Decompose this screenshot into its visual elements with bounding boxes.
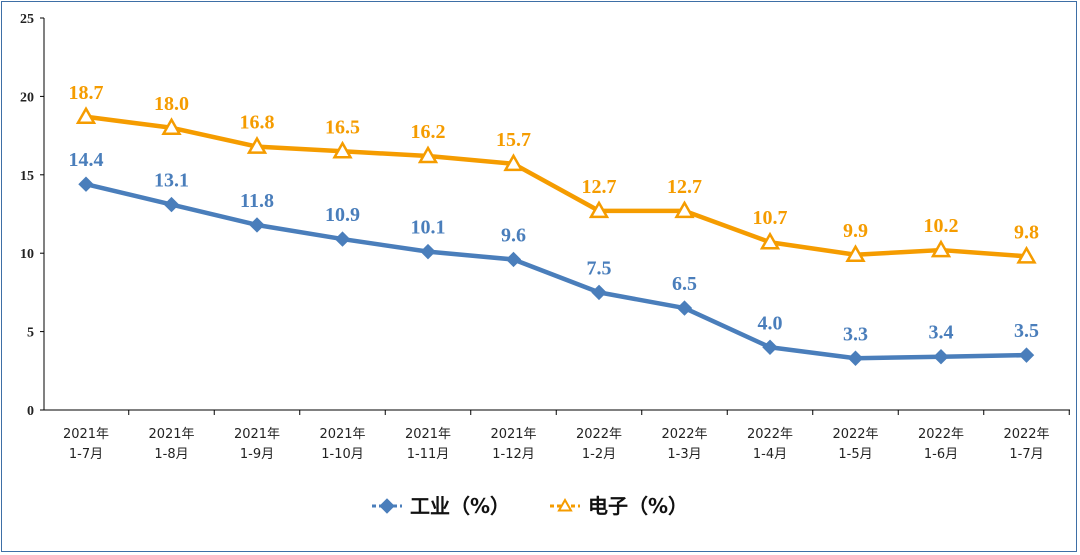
data-label: 10.2 <box>924 215 959 237</box>
x-tick-label: 2021年 1-12月 <box>490 427 536 462</box>
data-label: 12.7 <box>582 176 617 198</box>
data-point <box>847 350 864 366</box>
data-point <box>1018 347 1035 363</box>
data-point <box>249 217 265 233</box>
data-label: 9.6 <box>501 224 526 246</box>
data-point <box>163 196 180 213</box>
data-label: 9.9 <box>843 220 868 242</box>
y-tick-label: 0 <box>27 404 34 419</box>
data-point <box>417 145 439 164</box>
data-point <box>246 136 268 154</box>
legend: 工业（%） 电子（%） <box>372 494 688 518</box>
data-label: 16.2 <box>411 121 446 143</box>
x-tick-label: 2021年 1-11月 <box>405 427 451 462</box>
series-line <box>85 182 1027 361</box>
data-point <box>75 106 97 125</box>
data-label: 13.1 <box>154 170 189 192</box>
y-tick-label: 5 <box>27 326 34 341</box>
data-label: 6.5 <box>672 273 697 295</box>
data-label: 16.8 <box>240 112 275 134</box>
data-label: 4.0 <box>758 312 783 334</box>
series-industry: 14.4 13.1 11.8 10.9 10.1 9.6 7.5 6.5 4.0 3.3 3.4 3.… <box>69 149 1039 366</box>
data-label: 3.4 <box>929 322 954 344</box>
data-label: 10.1 <box>411 217 446 239</box>
data-point <box>933 348 949 365</box>
data-point <box>762 339 778 355</box>
data-label: 12.7 <box>667 176 702 198</box>
plot-area: 14.4 13.1 11.8 10.9 10.1 9.6 7.5 6.5 4.0 3.3 3.4 3.… <box>69 82 1039 366</box>
data-point <box>505 251 522 268</box>
data-point <box>759 231 781 250</box>
data-label: 14.4 <box>69 149 104 171</box>
data-label: 16.5 <box>325 116 360 138</box>
data-point <box>420 243 436 260</box>
data-label: 3.5 <box>1014 320 1039 342</box>
y-tick-label: 10 <box>20 247 34 262</box>
x-tick-label: 2022年 1-7月 <box>1003 427 1049 462</box>
x-tick-label: 2022年 1-2月 <box>576 427 622 462</box>
x-tick-label: 2021年 1-7月 <box>63 427 109 462</box>
data-point <box>674 200 695 219</box>
data-label: 7.5 <box>587 257 612 279</box>
data-label: 15.7 <box>496 129 531 151</box>
y-tick-label: 25 <box>20 12 34 27</box>
data-label: 18.7 <box>69 82 104 104</box>
data-label: 9.8 <box>1014 221 1039 243</box>
data-point <box>591 284 607 301</box>
legend-item: 电子（%） <box>550 494 688 518</box>
x-tick-label: 2021年 1-8月 <box>148 427 194 462</box>
y-tick-label: 20 <box>20 90 34 105</box>
legend-label: 工业（%） <box>410 494 510 518</box>
data-point <box>334 231 351 247</box>
data-label: 18.0 <box>154 93 189 115</box>
x-tick-label: 2022年 1-4月 <box>747 427 793 462</box>
data-point <box>332 140 353 159</box>
x-tick-label: 2021年 1-9月 <box>234 427 280 462</box>
legend-label: 电子（%） <box>588 494 688 518</box>
x-tick-label: 2022年 1-6月 <box>918 427 964 462</box>
series-electronics: 18.7 18.0 16.8 16.5 16.2 15.7 12.7 12.7 10.7 9.9 1… <box>69 82 1039 264</box>
data-point <box>676 300 693 316</box>
legend-item: 工业（%） <box>372 494 510 518</box>
x-tick-label: 2022年 1-5月 <box>832 427 878 462</box>
data-label: 11.8 <box>240 190 274 212</box>
series-line <box>85 114 1027 259</box>
legend-diamond-icon <box>379 498 395 514</box>
data-point <box>1016 245 1037 264</box>
data-point <box>845 244 866 263</box>
data-point <box>78 176 94 192</box>
data-label: 10.9 <box>325 204 360 226</box>
y-tick-label: 15 <box>20 169 34 184</box>
data-label: 10.7 <box>753 207 788 229</box>
x-tick-label: 2022年 1-3月 <box>661 427 707 462</box>
chart-axes: 0 5 10 15 20 25 2021年 1-7月 2021年 1-8月 2021年 1-9月 202… <box>20 12 1070 462</box>
x-tick-label: 2021年 1-10月 <box>319 427 365 462</box>
legend-triangle-icon <box>557 497 573 512</box>
data-point <box>503 153 524 172</box>
data-point <box>930 239 952 258</box>
data-point <box>588 200 610 219</box>
data-label: 3.3 <box>843 323 868 345</box>
data-point <box>161 117 182 136</box>
